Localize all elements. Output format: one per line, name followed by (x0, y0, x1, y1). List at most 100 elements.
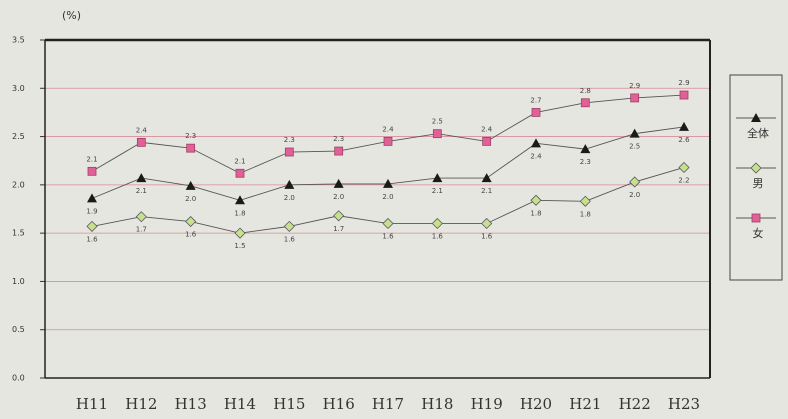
point (186, 143, 196, 153)
value-label: 2.5 (629, 143, 640, 151)
value-label: 1.6 (432, 232, 444, 240)
value-label: 1.6 (284, 235, 296, 243)
value-label: 2.3 (333, 135, 344, 143)
point (235, 168, 245, 178)
point (531, 138, 541, 148)
point (284, 179, 295, 189)
x-tick-label: H15 (273, 395, 305, 413)
value-label: 2.1 (136, 187, 147, 195)
value-label: 2.6 (678, 136, 690, 144)
value-label: 1.8 (580, 210, 591, 218)
point (283, 220, 295, 232)
value-label: 2.4 (481, 125, 493, 133)
x-tick-label: H18 (421, 395, 453, 413)
value-label: 1.6 (86, 235, 98, 243)
y-tick-label: 1.5 (12, 229, 25, 238)
y-tick-label: 2.5 (12, 132, 25, 141)
value-label: 1.8 (234, 209, 245, 217)
y-tick-label: 1.0 (12, 277, 25, 286)
point (481, 217, 493, 230)
point (86, 220, 98, 232)
point (136, 173, 147, 183)
point (530, 194, 542, 206)
y-tick-label: 0.5 (12, 325, 25, 334)
value-label: 2.0 (629, 191, 640, 199)
value-label: 2.1 (234, 157, 245, 165)
value-label: 2.5 (432, 118, 443, 126)
value-label: 1.7 (136, 226, 147, 234)
point (629, 128, 640, 138)
value-label: 2.9 (629, 82, 640, 90)
y-tick-label: 2.0 (12, 180, 25, 189)
x-tick-label: H19 (471, 395, 503, 413)
value-label: 2.4 (382, 125, 394, 133)
point (750, 162, 762, 174)
legend-label: 全体 (747, 126, 769, 140)
value-label: 1.7 (333, 225, 344, 233)
x-tick-label: H12 (125, 395, 157, 413)
value-label: 1.6 (185, 231, 197, 239)
point (531, 108, 541, 117)
point (431, 217, 443, 230)
point (383, 136, 393, 146)
x-tick-label: H17 (372, 395, 404, 413)
x-tick-label: H14 (224, 395, 256, 413)
y-tick-label: 3.0 (12, 84, 25, 93)
point (481, 173, 492, 183)
value-label: 2.0 (333, 193, 344, 201)
point (580, 144, 591, 154)
point (333, 178, 344, 188)
value-label: 2.3 (185, 132, 196, 140)
point (751, 113, 761, 122)
x-tick-label: H13 (175, 395, 207, 413)
value-label: 1.9 (86, 207, 97, 215)
point (136, 137, 146, 147)
value-label: 2.1 (86, 155, 97, 163)
value-label: 2.3 (284, 136, 295, 144)
value-label: 2.2 (678, 176, 689, 184)
y-unit: (%) (62, 9, 81, 22)
x-tick-label: H23 (668, 395, 700, 413)
value-label: 1.6 (481, 232, 493, 240)
value-label: 2.1 (481, 187, 492, 195)
series-line (91, 94, 685, 174)
legend-label: 女 (753, 226, 764, 240)
x-tick-label: H21 (569, 395, 601, 413)
point (383, 178, 393, 188)
point (630, 93, 640, 103)
x-tick-label: H16 (323, 395, 355, 413)
point (382, 217, 394, 230)
value-label: 2.1 (432, 187, 443, 195)
point (751, 213, 761, 223)
point (679, 90, 689, 100)
legend-box (729, 74, 783, 281)
value-label: 2.7 (530, 96, 541, 104)
y-tick-label: 3.5 (12, 36, 25, 45)
point (334, 146, 344, 156)
point (135, 211, 147, 223)
point (432, 129, 442, 139)
point (580, 98, 590, 108)
point (629, 176, 641, 188)
point (185, 215, 197, 228)
value-label: 2.4 (530, 152, 542, 160)
point (87, 193, 97, 203)
value-label: 2.4 (136, 126, 148, 134)
value-label: 2.3 (580, 158, 591, 166)
value-label: 2.0 (284, 194, 295, 202)
legend-label: 男 (753, 177, 764, 190)
point (235, 195, 245, 205)
point (185, 180, 196, 190)
point (679, 121, 689, 131)
point (678, 161, 690, 174)
value-label: 1.6 (382, 232, 394, 240)
value-label: 2.0 (185, 195, 196, 203)
point (87, 166, 97, 176)
value-label: 1.8 (530, 209, 541, 217)
value-label: 2.0 (382, 193, 393, 201)
value-label: 1.5 (234, 242, 245, 250)
value-label: 2.9 (678, 79, 689, 87)
point (234, 227, 246, 239)
